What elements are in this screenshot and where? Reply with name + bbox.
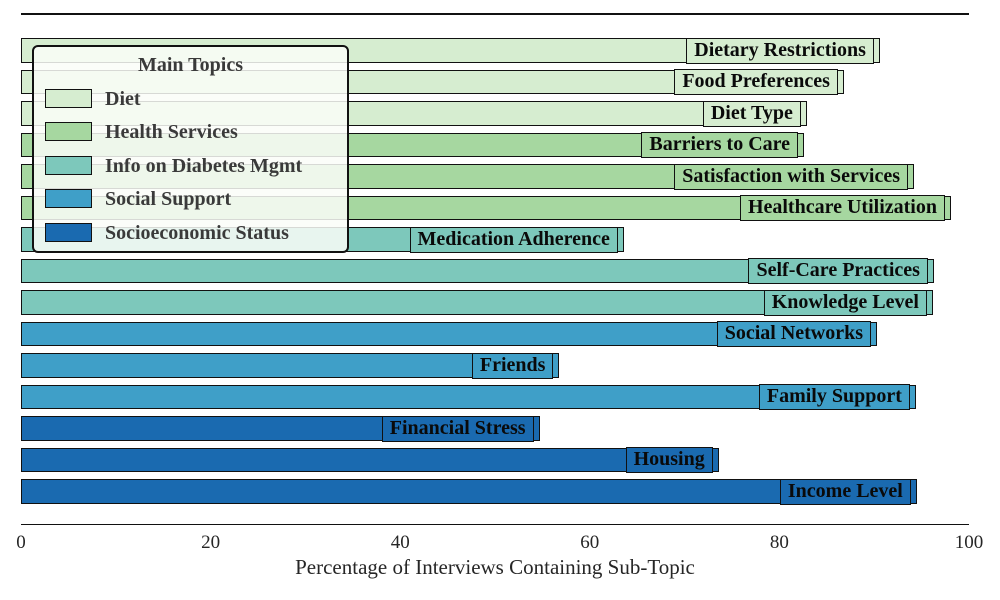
bar-financial-stress: Financial Stress xyxy=(21,415,540,442)
bar-label-income-level: Income Level xyxy=(779,478,911,505)
bar-knowledge-level: Knowledge Level xyxy=(21,289,933,316)
legend-label-health-services: Health Services xyxy=(105,121,238,144)
x-tick-100: 100 xyxy=(954,532,984,553)
bar-label-self-care-practices: Self-Care Practices xyxy=(748,258,928,285)
legend-item-info-on-diabetes-mgmt: Info on Diabetes Mgmt xyxy=(34,154,347,178)
legend-swatch-health-services xyxy=(45,122,92,142)
bar-label-barriers-to-care: Barriers to Care xyxy=(641,132,799,159)
x-tick-20: 20 xyxy=(201,532,221,553)
legend-item-social-support: Social Support xyxy=(34,187,347,211)
bar-label-food-preferences: Food Preferences xyxy=(674,69,838,96)
bar-family-support: Family Support xyxy=(21,384,916,411)
axis-top-spine xyxy=(21,13,969,15)
legend-label-social-support: Social Support xyxy=(105,188,232,211)
x-tick-80: 80 xyxy=(769,532,789,553)
bar-housing: Housing xyxy=(21,447,719,474)
bar-friends: Friends xyxy=(21,352,560,379)
bar-label-dietary-restrictions: Dietary Restrictions xyxy=(686,37,874,64)
bar-self-care-practices: Self-Care Practices xyxy=(21,258,934,285)
legend-label-info-on-diabetes-mgmt: Info on Diabetes Mgmt xyxy=(105,154,303,177)
legend-label-diet: Diet xyxy=(105,88,141,110)
x-axis-label: Percentage of Interviews Containing Sub-… xyxy=(295,555,695,579)
legend-item-socioeconomic-status: Socioeconomic Status xyxy=(34,221,347,245)
bar-label-healthcare-utilization: Healthcare Utilization xyxy=(739,195,945,222)
legend-swatch-socioeconomic-status xyxy=(45,222,92,242)
bar-social-networks: Social Networks xyxy=(21,321,878,348)
bar-label-knowledge-level: Knowledge Level xyxy=(763,289,927,316)
legend: Main Topics Diet Health Services Info on D… xyxy=(32,45,349,253)
bar-label-diet-type: Diet Type xyxy=(702,100,801,127)
x-tick-60: 60 xyxy=(580,532,600,553)
bar-income-level: Income Level xyxy=(21,478,917,505)
bar-label-social-networks: Social Networks xyxy=(716,321,872,348)
x-tick-0: 0 xyxy=(16,532,26,553)
legend-swatch-info-on-diabetes-mgmt xyxy=(45,155,92,175)
legend-swatch-social-support xyxy=(45,189,92,209)
legend-item-diet: Diet xyxy=(34,87,347,111)
bar-label-medication-adherence: Medication Adherence xyxy=(409,226,618,253)
bar-label-housing: Housing xyxy=(625,447,713,474)
bar-label-friends: Friends xyxy=(471,352,554,379)
legend-label-socioeconomic-status: Socioeconomic Status xyxy=(105,221,289,244)
bar-label-financial-stress: Financial Stress xyxy=(381,415,534,442)
legend-swatch-diet xyxy=(45,89,92,108)
legend-item-health-services: Health Services xyxy=(34,120,347,144)
axis-bottom-spine xyxy=(21,524,969,525)
bar-label-satisfaction-with-services: Satisfaction with Services xyxy=(674,163,909,190)
legend-title: Main Topics xyxy=(137,54,244,76)
x-tick-40: 40 xyxy=(390,532,410,553)
bar-label-family-support: Family Support xyxy=(758,384,910,411)
